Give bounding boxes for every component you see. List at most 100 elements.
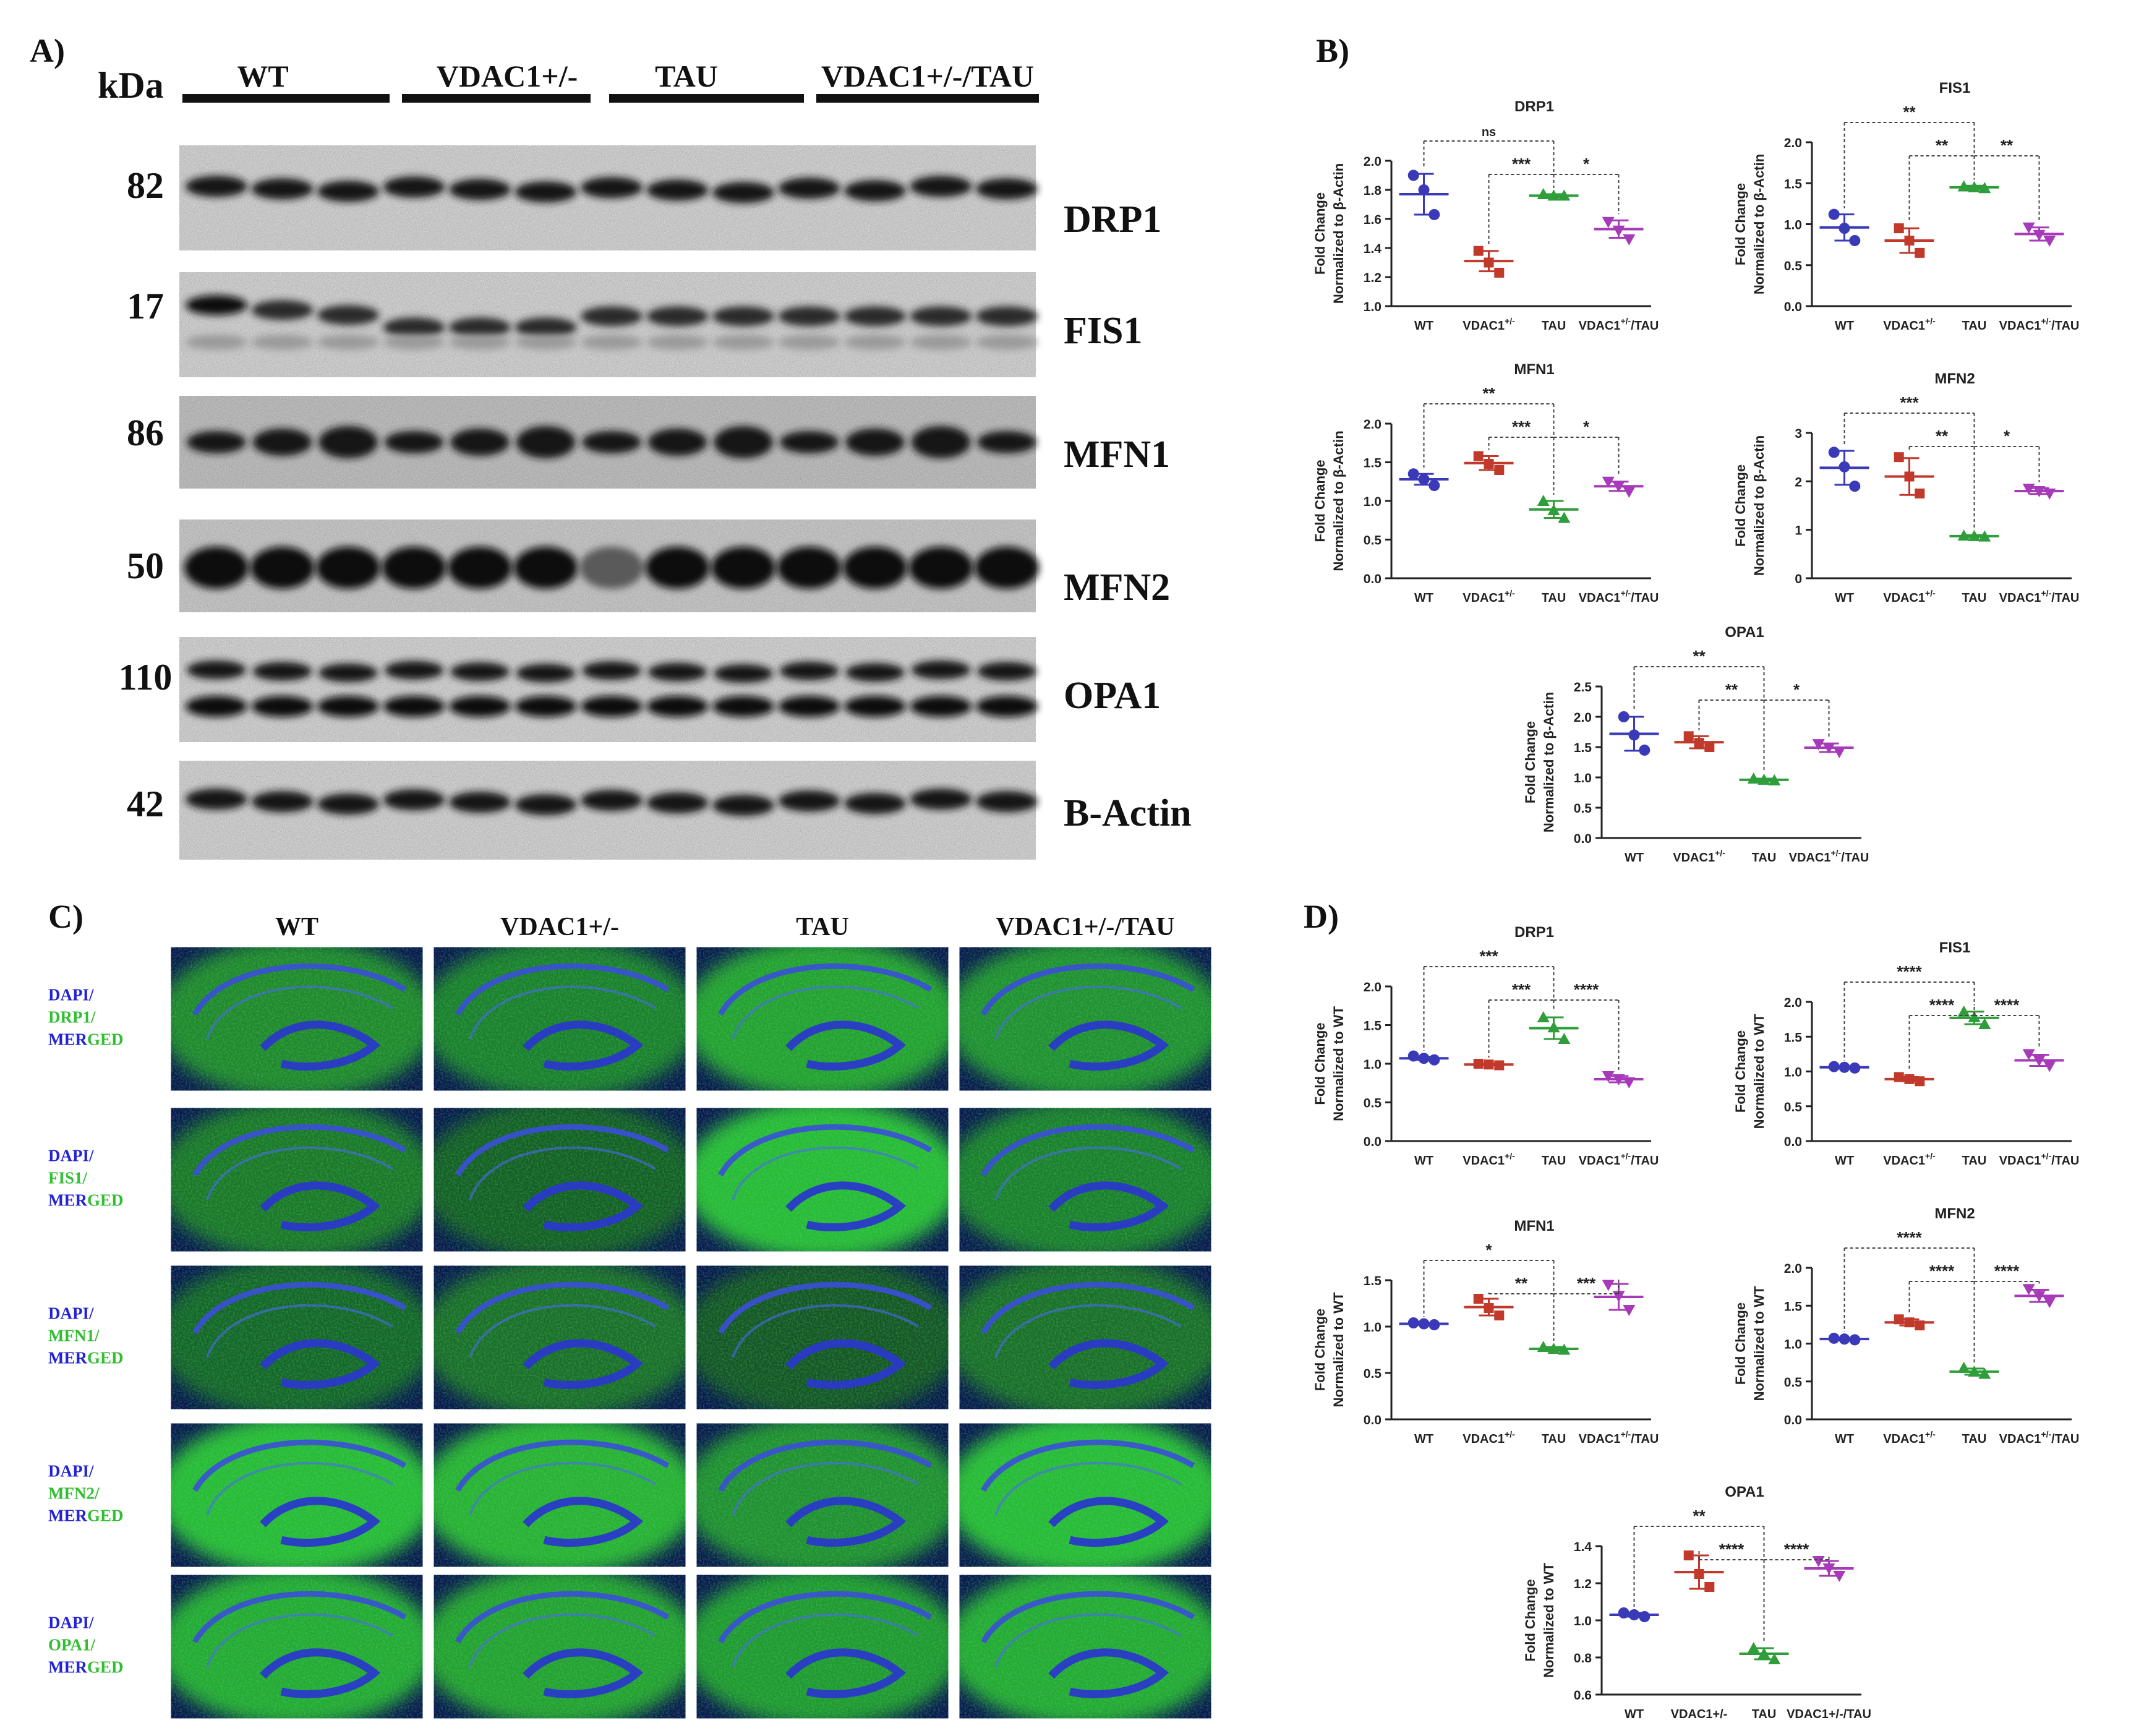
blot-band	[516, 664, 576, 683]
x-tick-label: WT	[1625, 851, 1644, 865]
significance-label: ****	[1994, 996, 2020, 1014]
y-tick-label: 1.4	[1574, 1540, 1592, 1554]
chart-b-mfn1: 0.0 0.5 1.0 1.5 2.0 Fold Change Normalized to …	[1312, 361, 1659, 605]
label-marker: FIS1/	[48, 1169, 88, 1187]
dapi-cell-layer	[718, 1439, 933, 1492]
blot-band	[977, 662, 1036, 681]
data-point	[1822, 742, 1835, 754]
blot-band	[844, 306, 906, 327]
blot-band	[515, 181, 577, 203]
x-tick-label-base: WT	[1835, 319, 1854, 333]
data-point	[2043, 1297, 2056, 1309]
blot-band	[714, 426, 773, 458]
blot-band	[779, 661, 839, 680]
data-point	[1473, 1059, 1484, 1069]
data-point	[1429, 208, 1440, 220]
data-point	[2033, 486, 2046, 497]
y-axis-label: Fold Change Normalized to β-Actin	[1523, 692, 1557, 832]
y-tick-label: 1.5	[1574, 741, 1592, 755]
significance-label: ****	[1719, 1540, 1745, 1559]
x-tick-label: VDAC1+/-	[1463, 1151, 1515, 1168]
data-point	[1618, 711, 1629, 722]
micrograph-row-label: DAPI/MFN2/MERGED	[48, 1462, 124, 1525]
x-tick-label: VDAC1+/-	[1673, 848, 1725, 865]
data-point	[1957, 1005, 1970, 1017]
dapi-dentate-gyrus	[785, 1339, 907, 1390]
data-point	[1839, 223, 1850, 234]
y-axis-label: Fold Change Normalized to WT	[1733, 1014, 1767, 1129]
blot-group-bar	[609, 94, 804, 103]
blot-band	[581, 696, 643, 717]
data-point	[2022, 1049, 2035, 1061]
dapi-dentate-gyrus	[260, 1020, 381, 1071]
dapi-cell-layer-inner	[206, 1461, 394, 1516]
chart-title: FIS1	[1939, 80, 1971, 96]
x-tick-label-sup: +/-	[1505, 588, 1515, 598]
micrograph-image	[170, 946, 424, 1092]
x-tick-label-sup: +/-	[1620, 316, 1631, 326]
blot-band	[383, 696, 445, 717]
significance-label: **	[1725, 680, 1738, 699]
dapi-cell-layer-inner	[206, 1613, 394, 1667]
x-tick-label-base: VDAC1	[1579, 319, 1621, 333]
data-point	[1602, 216, 1615, 228]
dapi-cell-layer	[455, 1439, 670, 1492]
micrograph-grid: WT VDAC1+/- TAU VDAC1+/-/TAU DAPI/DRP1/MERG…	[48, 913, 1213, 1721]
blot-band	[845, 663, 905, 682]
label-merged-b: GED	[87, 1658, 124, 1677]
blot-band	[251, 178, 314, 200]
blot-band	[582, 431, 641, 453]
data-point	[1623, 234, 1636, 246]
significance-label: **	[1515, 1274, 1528, 1293]
significance-label: **	[1693, 647, 1706, 665]
data-point	[1828, 1061, 1840, 1072]
micrograph-frame	[169, 1264, 425, 1411]
data-point	[1704, 1582, 1715, 1592]
x-tick-label-base: WT	[1625, 1708, 1644, 1721]
dapi-cell-layer-inner	[469, 1613, 657, 1667]
micrograph-row-label: DAPI/OPA1/MERGED	[48, 1614, 124, 1677]
x-tick-label-base: VDAC1	[1579, 1154, 1621, 1168]
x-tick-label-base: WT	[1414, 1432, 1433, 1446]
micrograph-frame	[432, 1106, 688, 1254]
blot-band	[449, 317, 511, 338]
micrograph-image	[696, 1107, 949, 1252]
dapi-cell-layer-inner	[732, 1304, 920, 1358]
data-point	[1537, 1011, 1550, 1022]
label-marker: DRP1/	[48, 1008, 96, 1027]
x-tick-label: TAU	[1542, 1154, 1566, 1168]
y-tick-label: 0.8	[1574, 1651, 1592, 1665]
data-point	[1484, 1303, 1494, 1313]
micrograph-frame	[957, 1573, 1213, 1721]
blot-band	[910, 789, 972, 810]
x-tick-label-base: TAU	[1752, 851, 1777, 865]
y-axis-label: Fold Change Normalized to β-Actin	[1733, 435, 1767, 576]
y-tick-label: 1.5	[1784, 1299, 1803, 1314]
blot-band	[778, 306, 840, 327]
blot-band	[779, 431, 839, 453]
blot-band-faint	[186, 335, 247, 350]
x-tick-label-base: VDAC1	[1463, 591, 1505, 605]
chart-title: OPA1	[1725, 1484, 1764, 1500]
data-point	[1694, 738, 1704, 748]
y-axis-label: Fold Change Normalized to WT	[1312, 1292, 1346, 1407]
data-point	[1623, 1305, 1636, 1316]
y-tick-label: 2.5	[1574, 680, 1592, 695]
chart-b-mfn2: 0 1 2 3 Fold Change Normalized to β-Actin WT VD…	[1733, 370, 2079, 605]
dapi-dentate-gyrus	[260, 1339, 381, 1390]
x-tick-label-base: VDAC1+/-	[1671, 1708, 1728, 1721]
blot-band-faint	[449, 335, 511, 350]
data-point	[1957, 529, 1970, 541]
micrograph-frame	[169, 1573, 425, 1721]
chart-title: MFN1	[1514, 1218, 1554, 1234]
blot-band	[449, 792, 511, 813]
data-point	[1537, 495, 1550, 506]
data-point	[1639, 744, 1651, 756]
significance-label: **	[1482, 384, 1495, 403]
blot-band-faint	[515, 335, 577, 350]
x-tick-label-base: TAU	[1752, 1708, 1777, 1721]
data-point	[1558, 1343, 1571, 1355]
blot-group-label: VDAC1+/-	[437, 59, 578, 93]
micrograph-image	[959, 1574, 1212, 1719]
